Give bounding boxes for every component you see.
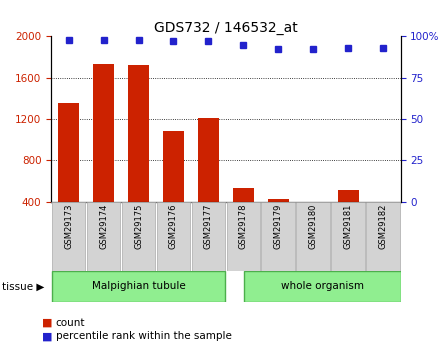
Text: ■: ■ — [42, 332, 53, 341]
Text: GSM29182: GSM29182 — [379, 204, 388, 249]
Text: GSM29179: GSM29179 — [274, 204, 283, 249]
Text: GSM29180: GSM29180 — [309, 204, 318, 249]
Bar — [52, 202, 85, 271]
Bar — [52, 271, 225, 302]
Bar — [192, 202, 225, 271]
Bar — [332, 202, 365, 271]
Text: tissue ▶: tissue ▶ — [2, 282, 44, 291]
Bar — [338, 190, 359, 243]
Bar — [157, 202, 190, 271]
Text: GSM29178: GSM29178 — [239, 204, 248, 249]
Bar — [163, 131, 184, 243]
Text: GSM29176: GSM29176 — [169, 204, 178, 249]
Text: Malpighian tubule: Malpighian tubule — [92, 282, 186, 291]
Text: GSM29181: GSM29181 — [344, 204, 352, 249]
Bar — [122, 202, 155, 271]
Text: ■: ■ — [42, 318, 53, 327]
Text: whole organism: whole organism — [281, 282, 364, 291]
Bar — [268, 199, 289, 243]
Bar — [262, 202, 295, 271]
Text: count: count — [56, 318, 85, 327]
Bar — [233, 188, 254, 243]
Bar — [58, 104, 79, 243]
Bar — [198, 118, 219, 243]
Bar — [366, 202, 400, 271]
Bar — [372, 204, 393, 243]
Title: GDS732 / 146532_at: GDS732 / 146532_at — [154, 21, 298, 35]
Bar — [303, 206, 324, 243]
Bar — [93, 64, 114, 243]
Bar — [128, 65, 149, 243]
Bar — [227, 202, 260, 271]
Text: GSM29173: GSM29173 — [64, 204, 73, 249]
Text: GSM29174: GSM29174 — [99, 204, 108, 249]
Bar — [296, 202, 330, 271]
Text: percentile rank within the sample: percentile rank within the sample — [56, 332, 231, 341]
Bar — [244, 271, 401, 302]
Text: GSM29175: GSM29175 — [134, 204, 143, 249]
Text: GSM29177: GSM29177 — [204, 204, 213, 249]
Bar — [87, 202, 120, 271]
